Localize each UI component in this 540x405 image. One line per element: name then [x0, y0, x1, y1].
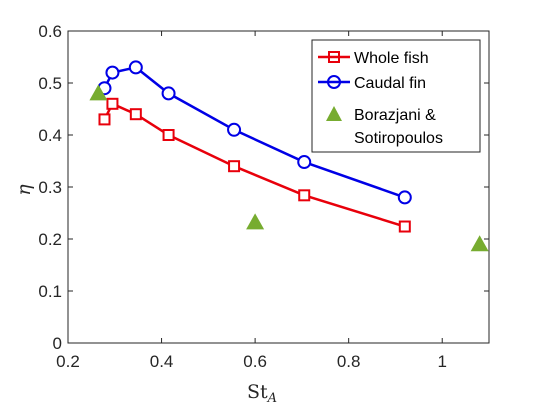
x-tick-label: 0.6 [243, 352, 267, 371]
data-point-square [162, 129, 175, 141]
data-point-triangle [470, 235, 489, 252]
x-tick-label: 0.2 [56, 352, 80, 371]
data-point-square [129, 108, 142, 121]
x-tick-label: 0.4 [150, 352, 174, 371]
series-1 [97, 60, 412, 205]
y-tick-label: 0.4 [38, 126, 62, 145]
series-0 [98, 97, 411, 233]
data-point-circle [128, 60, 143, 75]
legend-entry-borazjani: Borazjani & Sotiropoulos [326, 106, 443, 147]
data-point-square [298, 189, 311, 202]
x-axis-label: StA [247, 381, 277, 405]
x-tick-label: 0.8 [337, 352, 361, 371]
data-point-circle [397, 190, 412, 205]
legend-label-borazjani-line1: Borazjani & [354, 107, 436, 124]
legend-label-borazjani-line2: Sotiropoulos [354, 130, 443, 147]
series-layer [89, 60, 489, 252]
data-point-circle [297, 155, 312, 170]
y-tick-label: 0.3 [38, 178, 62, 197]
data-point-circle [227, 122, 242, 137]
y-tick-label: 0.1 [38, 282, 62, 301]
legend-marker-caudal-fin [327, 75, 341, 89]
y-axis-ticks: 0 0.1 0.2 0.3 0.4 0.5 0.6 [38, 22, 489, 353]
y-tick-label: 0.6 [38, 22, 62, 41]
legend-entry-whole-fish: Whole fish [318, 50, 429, 67]
legend-label-caudal-fin: Caudal fin [354, 75, 426, 92]
data-point-square [98, 113, 111, 126]
legend: Whole fish Caudal fin Borazjani & Sotiro… [311, 39, 481, 153]
y-tick-label: 0.5 [38, 74, 62, 93]
x-tick-label: 1 [437, 352, 446, 371]
data-point-square [398, 220, 411, 233]
data-point-circle [161, 86, 176, 101]
y-tick-label: 0 [53, 334, 62, 353]
data-point-square [106, 97, 119, 110]
y-tick-label: 0.2 [38, 230, 62, 249]
x-axis-ticks: 0.2 0.4 0.6 0.8 1 [56, 31, 447, 371]
x-axis-label-sub: A [267, 391, 277, 405]
legend-marker-borazjani [326, 106, 342, 121]
series-2 [89, 84, 489, 252]
data-point-square [228, 160, 241, 173]
y-axis-label: η [13, 184, 35, 196]
data-point-circle [105, 65, 120, 80]
legend-marker-whole-fish [328, 51, 340, 63]
legend-label-whole-fish: Whole fish [354, 50, 429, 67]
legend-entry-caudal-fin: Caudal fin [318, 75, 426, 92]
data-point-triangle [89, 84, 108, 101]
x-axis-label-main: St [247, 381, 268, 403]
data-point-triangle [246, 213, 265, 230]
